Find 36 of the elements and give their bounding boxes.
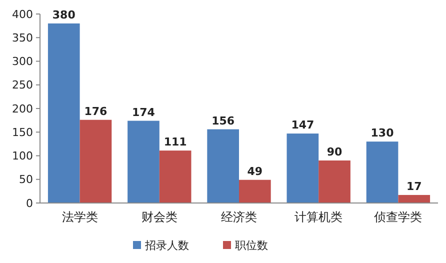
data-label: 156 — [212, 114, 235, 128]
bar — [366, 142, 398, 203]
data-label: 111 — [164, 136, 187, 149]
legend-label: 职位数 — [235, 238, 268, 252]
bar — [128, 120, 160, 203]
y-tick-label: 50 — [19, 173, 33, 186]
y-tick-label: 350 — [12, 31, 33, 44]
bar — [286, 134, 319, 203]
x-tick-label: 财会类 — [141, 210, 178, 224]
data-label: 380 — [52, 8, 76, 22]
data-label: 174 — [132, 106, 156, 119]
x-tick-label: 侦查学类 — [373, 210, 422, 224]
bar — [398, 194, 430, 203]
y-tick-label: 0 — [26, 196, 33, 210]
data-label: 176 — [84, 104, 108, 118]
x-tick-label: 法学类 — [62, 210, 98, 224]
y-tick-label: 150 — [12, 126, 33, 139]
y-tick-label: 200 — [12, 102, 33, 116]
data-label: 90 — [326, 145, 343, 158]
y-tick-label: 300 — [12, 55, 33, 68]
data-label: 130 — [370, 126, 394, 140]
bar — [80, 120, 112, 203]
bar — [159, 150, 192, 203]
y-tick-label: 250 — [12, 78, 33, 92]
x-tick-label: 经济类 — [221, 210, 257, 224]
bar — [48, 23, 80, 203]
bar — [239, 180, 271, 203]
y-tick-label: 400 — [12, 8, 33, 21]
data-label: 147 — [291, 118, 314, 132]
y-tick-label: 100 — [12, 150, 33, 163]
bar — [318, 160, 350, 203]
data-label: 49 — [247, 164, 263, 178]
x-tick-label: 计算机类 — [294, 210, 343, 224]
legend-label: 招录人数 — [144, 238, 189, 252]
data-label: 17 — [406, 180, 422, 193]
bar — [207, 129, 239, 203]
